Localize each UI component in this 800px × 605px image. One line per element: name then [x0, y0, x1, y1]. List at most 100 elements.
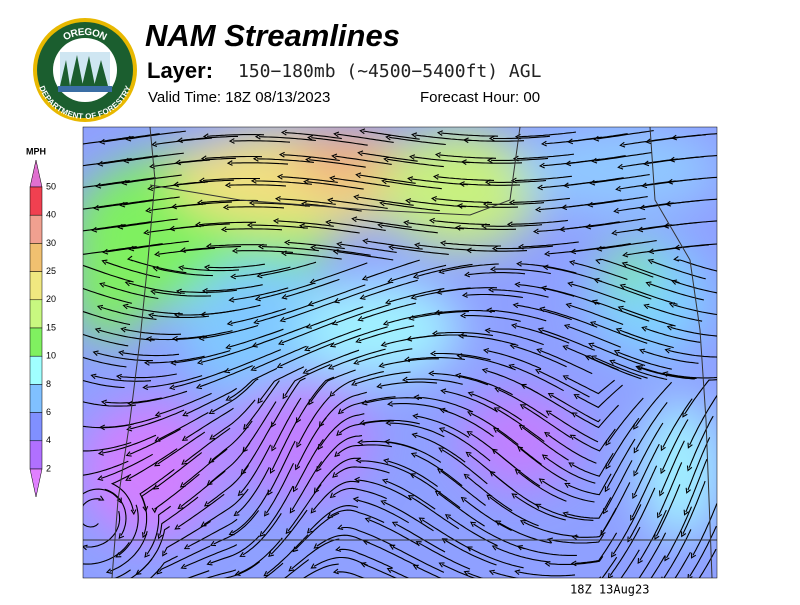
legend-swatch	[29, 355, 43, 385]
arrowhead	[613, 349, 620, 356]
streamline	[566, 497, 612, 519]
arrowhead	[202, 133, 209, 140]
arrowhead	[96, 304, 104, 311]
arrowhead	[571, 534, 578, 541]
arrowhead	[232, 590, 237, 595]
streamline	[329, 221, 386, 231]
streamline	[435, 198, 493, 204]
streamline	[415, 134, 472, 142]
arrowhead	[357, 439, 364, 446]
streamline	[83, 333, 129, 347]
streamline	[303, 225, 360, 234]
streamline	[594, 356, 648, 379]
arrowhead	[589, 321, 596, 327]
arrowhead	[609, 359, 616, 365]
streamline	[283, 154, 340, 162]
streamline	[469, 249, 528, 252]
arrowhead	[256, 272, 263, 279]
streamline	[591, 344, 646, 367]
arrowhead	[463, 271, 470, 278]
streamline	[336, 571, 365, 578]
arrowhead	[596, 245, 603, 252]
streamline	[129, 130, 186, 140]
streamline	[121, 218, 178, 228]
streamline	[565, 199, 622, 208]
streamline	[174, 350, 231, 364]
streamline	[492, 135, 550, 140]
arrowhead	[544, 250, 550, 257]
arrowhead	[225, 395, 232, 401]
arrowhead	[332, 248, 339, 255]
streamline	[574, 243, 631, 253]
arrowhead	[465, 247, 472, 254]
arrowhead	[380, 341, 387, 347]
arrowhead	[120, 326, 127, 333]
streamline	[631, 465, 658, 518]
streamline	[305, 349, 360, 373]
streamline	[512, 365, 564, 392]
streamline	[256, 158, 314, 163]
streamline	[110, 473, 134, 512]
streamline	[470, 412, 519, 446]
streamline	[96, 352, 153, 362]
arrowhead	[359, 294, 366, 300]
streamline	[202, 324, 259, 339]
arrowhead	[269, 467, 276, 474]
arrowhead	[562, 511, 569, 517]
streamline	[104, 488, 127, 536]
streamline	[152, 314, 210, 318]
arrowhead	[72, 164, 77, 169]
streamline	[674, 552, 691, 578]
arrowhead	[605, 440, 611, 446]
streamline	[291, 461, 323, 511]
streamline	[434, 352, 491, 361]
legend-label: 8	[46, 379, 51, 389]
streamline	[176, 330, 233, 340]
streamline	[414, 454, 463, 487]
arrowhead	[382, 320, 389, 326]
streamline	[572, 262, 628, 281]
legend-swatch	[29, 440, 43, 470]
streamline	[242, 513, 282, 556]
streamline	[634, 422, 664, 474]
streamline	[210, 535, 260, 564]
streamline	[83, 158, 132, 167]
arrowhead	[463, 473, 470, 480]
arrowhead	[573, 394, 580, 400]
streamline	[675, 133, 717, 139]
arrowhead	[621, 261, 628, 268]
arrowhead	[541, 454, 548, 460]
streamline	[336, 251, 394, 261]
arrowhead	[231, 247, 238, 254]
streamline	[651, 260, 706, 280]
arrowhead	[669, 156, 676, 163]
streamline	[512, 197, 570, 203]
arrowhead	[317, 443, 324, 450]
arrowhead	[563, 323, 570, 330]
arrowhead	[353, 359, 360, 365]
arrowhead	[203, 501, 210, 507]
arrowhead	[660, 468, 666, 475]
arrowhead	[542, 264, 549, 271]
arrowhead	[180, 563, 187, 570]
arrowhead	[588, 342, 595, 348]
arrowhead	[174, 524, 181, 530]
streamline	[569, 155, 626, 164]
arrowhead	[308, 399, 314, 406]
streamline	[386, 311, 443, 324]
streamline	[148, 355, 205, 364]
arrowhead	[151, 141, 158, 147]
legend-swatch	[29, 327, 43, 357]
streamline	[254, 180, 312, 185]
arrowhead	[335, 546, 342, 552]
streamline	[413, 156, 470, 164]
arrowhead	[246, 222, 253, 228]
arrowhead	[379, 200, 386, 207]
arrowhead	[622, 251, 629, 258]
streamline	[391, 403, 448, 412]
arrowhead	[440, 388, 447, 395]
arrowhead	[74, 582, 79, 587]
legend-label: 2	[46, 463, 51, 473]
arrowhead	[386, 567, 393, 573]
streamline	[309, 306, 364, 328]
